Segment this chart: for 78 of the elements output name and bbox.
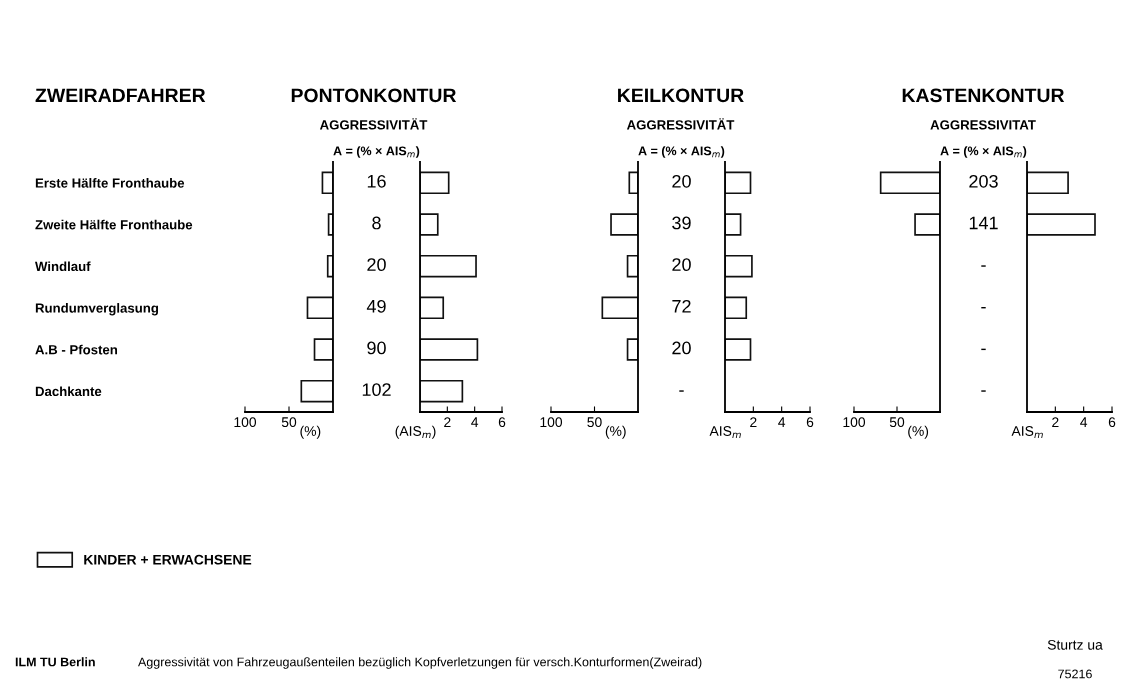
y-tick-label: Erste Hälfte Fronthaube [35, 178, 185, 188]
text: Aggressivität von Fahrzeugaußenteilen bezüglich Kopfverletzungen für versch.Konturformen(Zweirad) [138, 657, 702, 669]
x-axis-title: (%) [908, 425, 929, 439]
text: 20 [672, 341, 691, 355]
text: 75216 [1058, 669, 1092, 679]
x-tick-label: 50 [587, 417, 602, 428]
bar [725, 171, 752, 195]
bar [420, 338, 479, 361]
text: 20 [672, 174, 691, 188]
bar [300, 379, 333, 403]
x-tick-label: 50 [889, 417, 905, 428]
text: 20 [672, 258, 691, 272]
y-axis-title: ZWEIRADFAHRER [35, 88, 206, 103]
text: AGGRESSIVITÄT [626, 118, 735, 130]
text: - [679, 390, 684, 392]
text: ILM TU Berlin [15, 657, 95, 667]
text: 203 [969, 174, 998, 188]
text: 20 [367, 258, 386, 272]
bar [306, 296, 333, 320]
bar [420, 213, 439, 236]
x-tick-label: 4 [1080, 417, 1088, 427]
x-tick-label: 50 [281, 417, 297, 428]
x-tick-label: 2 [444, 417, 451, 427]
chart-title: A = (% × AIS$_{m}$) [638, 146, 725, 158]
bar [610, 213, 638, 236]
text: - [981, 265, 986, 267]
text: 141 [969, 216, 998, 230]
text: 72 [672, 299, 691, 313]
x-tick-label: 2 [750, 417, 757, 427]
text: 39 [672, 216, 691, 230]
bar [420, 171, 450, 195]
x-tick-label: 4 [778, 417, 786, 427]
y-tick-label: Zweite Hälfte Fronthaube [35, 219, 193, 230]
y-tick-label: Dachkante [35, 386, 102, 397]
bar [601, 296, 638, 320]
bar [420, 379, 464, 403]
text: AGGRESSIVITAT [930, 120, 1036, 130]
bar [420, 254, 477, 278]
text: 90 [367, 341, 386, 355]
x-tick-label: 100 [843, 417, 866, 428]
bar [628, 171, 638, 195]
x-tick-label: 6 [806, 417, 814, 428]
text: 8 [372, 216, 381, 230]
text: - [981, 348, 986, 351]
text: - [981, 390, 986, 392]
x-axis-title: AIS$_{m}$ [1011, 426, 1043, 439]
bar [725, 254, 753, 278]
x-axis-title: AIS$_{m}$ [709, 426, 741, 439]
chart-title: A = (% × AIS$_{m}$) [333, 146, 420, 158]
y-tick-label: A.B - Pfosten [35, 344, 118, 355]
bar [313, 338, 333, 361]
x-tick-label: 6 [498, 417, 506, 428]
text: 102 [362, 383, 391, 397]
bar [725, 213, 742, 236]
x-axis-title: (AIS$_{m}$) [395, 425, 436, 439]
chart-title: A = (% × AIS$_{m}$) [940, 146, 1027, 158]
text: KASTENKONTUR [902, 88, 1065, 103]
x-tick-label: 2 [1052, 417, 1059, 427]
x-tick-label: 100 [540, 417, 563, 428]
x-axis-title: (%) [300, 425, 321, 439]
text: KEILKONTUR [618, 88, 744, 103]
text: Sturtz ua [1047, 639, 1103, 650]
x-tick-label: 4 [471, 417, 479, 427]
bar [725, 296, 748, 320]
x-axis-title: (%) [605, 425, 626, 439]
y-tick-label: Rundumverglasung [35, 303, 159, 316]
bar [725, 338, 752, 361]
legend-label: KINDER + ERWACHSENE [84, 554, 252, 565]
text: PONTONKONTUR [291, 88, 457, 103]
bar [626, 338, 638, 361]
text: AGGRESSIVITÄT [319, 118, 428, 130]
x-tick-label: 6 [1108, 417, 1116, 428]
y-tick-label: Windlauf [35, 261, 91, 272]
bar [420, 296, 445, 320]
x-tick-label: 100 [234, 417, 257, 428]
text: 49 [366, 299, 386, 313]
text: - [981, 307, 986, 309]
text: 16 [367, 174, 386, 188]
